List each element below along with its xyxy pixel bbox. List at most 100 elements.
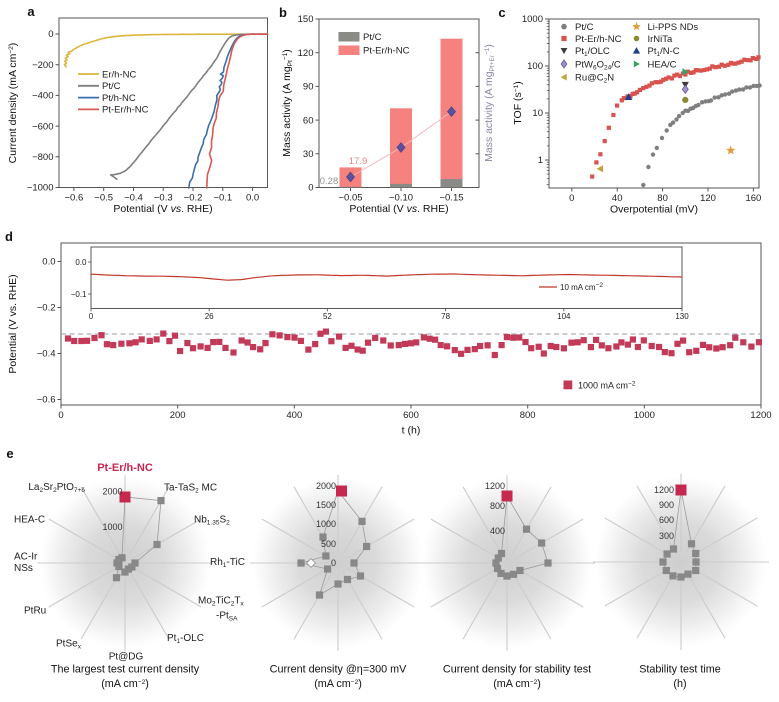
svg-text:t (h): t (h)	[402, 425, 421, 437]
svg-text:1200: 1200	[750, 410, 771, 421]
svg-text:400: 400	[490, 526, 505, 536]
svg-text:600: 600	[403, 410, 419, 421]
svg-text:60: 60	[303, 115, 314, 126]
svg-text:0: 0	[569, 193, 574, 204]
svg-text:1: 1	[538, 155, 543, 166]
svg-text:0: 0	[58, 410, 63, 421]
svg-text:26: 26	[205, 312, 214, 321]
svg-text:IrNiTa: IrNiTa	[648, 34, 674, 45]
svg-text:−0.2: −0.2	[37, 303, 56, 314]
svg-text:104: 104	[557, 312, 571, 321]
svg-text:10 mA cm−2: 10 mA cm−2	[560, 282, 603, 292]
svg-text:NSs: NSs	[14, 563, 33, 574]
svg-text:−0.10: −0.10	[389, 193, 413, 204]
svg-text:1000: 1000	[102, 522, 122, 532]
svg-text:Pt/C: Pt/C	[102, 81, 121, 92]
svg-text:Pt-Er/h-NC: Pt-Er/h-NC	[363, 46, 410, 57]
svg-text:−1000: −1000	[27, 183, 54, 194]
svg-text:800: 800	[520, 410, 536, 421]
svg-text:800: 800	[490, 501, 505, 511]
svg-text:(mA cm−2): (mA cm−2)	[101, 678, 149, 690]
svg-text:0.0: 0.0	[246, 193, 259, 204]
svg-text:Mass activity (A mgPt+Er−1): Mass activity (A mgPt+Er−1)	[483, 44, 496, 162]
svg-text:1000: 1000	[634, 410, 655, 421]
svg-text:Pt-Er/h-NC: Pt-Er/h-NC	[97, 462, 153, 474]
svg-text:52: 52	[323, 312, 332, 321]
svg-text:(mA cm−2): (mA cm−2)	[493, 678, 541, 690]
svg-text:Overpotential (mV): Overpotential (mV)	[610, 204, 698, 216]
svg-text:−0.1: −0.1	[71, 290, 87, 299]
svg-text:Potential (V vs. RHE): Potential (V vs. RHE)	[7, 274, 19, 373]
svg-text:c: c	[498, 5, 505, 20]
svg-text:90: 90	[303, 82, 314, 93]
svg-text:a: a	[27, 4, 35, 19]
svg-text:−400: −400	[32, 91, 53, 102]
svg-text:Current density for stability: Current density for stability test	[443, 664, 591, 676]
svg-text:Current density @η=300 mV: Current density @η=300 mV	[270, 664, 407, 676]
svg-text:120: 120	[298, 48, 314, 59]
svg-text:−600: −600	[32, 121, 53, 132]
svg-text:500: 500	[321, 539, 336, 549]
svg-text:Mass activity (A mgPt−1): Mass activity (A mgPt−1)	[281, 49, 294, 157]
svg-text:100: 100	[527, 61, 543, 72]
svg-text:80: 80	[657, 193, 668, 204]
svg-text:2000: 2000	[316, 481, 336, 491]
svg-text:Pt@DG: Pt@DG	[109, 652, 144, 663]
svg-text:-PtSA: -PtSA	[216, 611, 238, 623]
svg-text:Current density (mA cm−2): Current density (mA cm−2)	[7, 43, 19, 164]
svg-text:Nb1.35S2: Nb1.35S2	[194, 515, 230, 527]
svg-text:The largest test current densi: The largest test current density	[51, 664, 200, 676]
svg-text:AC-Ir: AC-Ir	[14, 552, 38, 563]
svg-text:1200: 1200	[654, 485, 674, 495]
svg-text:Pt1/OLC: Pt1/OLC	[575, 46, 610, 58]
svg-text:(mA cm−2): (mA cm−2)	[314, 678, 362, 690]
svg-text:2000: 2000	[102, 487, 122, 497]
svg-text:−0.1: −0.1	[213, 193, 232, 204]
svg-text:−0.4: −0.4	[124, 193, 143, 204]
svg-text:d: d	[5, 229, 13, 244]
svg-text:0: 0	[89, 312, 94, 321]
svg-text:Rh1-TiC: Rh1-TiC	[210, 557, 245, 569]
svg-text:−0.05: −0.05	[338, 193, 362, 204]
svg-text:150: 150	[298, 14, 314, 25]
svg-text:Pt1/N-C: Pt1/N-C	[648, 46, 680, 58]
svg-text:−0.5: −0.5	[94, 193, 113, 204]
svg-text:300: 300	[659, 531, 674, 541]
svg-text:78: 78	[441, 312, 450, 321]
svg-text:La2Sr2PtO7+δ: La2Sr2PtO7+δ	[28, 482, 85, 494]
svg-text:e: e	[6, 446, 13, 461]
svg-text:PtSex: PtSex	[56, 639, 82, 651]
svg-text:Stability test time: Stability test time	[639, 664, 721, 676]
svg-text:900: 900	[659, 500, 674, 510]
svg-text:160: 160	[745, 193, 761, 204]
svg-text:−0.3: −0.3	[154, 193, 173, 204]
svg-text:Potential (V vs. RHE): Potential (V vs. RHE)	[113, 203, 212, 215]
svg-text:b: b	[279, 5, 287, 20]
svg-text:1500: 1500	[316, 500, 336, 510]
svg-text:0: 0	[331, 558, 336, 568]
svg-text:130: 130	[675, 312, 689, 321]
svg-text:Ru@C2N: Ru@C2N	[575, 73, 614, 85]
svg-text:PtW6O24/C: PtW6O24/C	[575, 59, 621, 71]
svg-text:PtRu: PtRu	[24, 606, 46, 617]
svg-text:400: 400	[286, 410, 302, 421]
svg-text:Ta-TaS2 MC: Ta-TaS2 MC	[164, 483, 217, 495]
svg-text:−0.2: −0.2	[184, 193, 203, 204]
svg-text:HEA/C: HEA/C	[648, 59, 677, 70]
svg-text:120: 120	[700, 193, 716, 204]
svg-text:Pt-Er/h-NC: Pt-Er/h-NC	[575, 34, 622, 45]
svg-text:0: 0	[48, 29, 53, 40]
svg-text:Er/h-NC: Er/h-NC	[102, 69, 136, 80]
svg-text:−200: −200	[32, 60, 53, 71]
svg-text:Pt/C: Pt/C	[575, 22, 594, 33]
svg-text:−0.6: −0.6	[37, 395, 56, 406]
svg-text:−800: −800	[32, 152, 53, 163]
svg-text:40: 40	[612, 193, 623, 204]
svg-text:1200: 1200	[485, 481, 505, 491]
svg-text:Potential (V vs. RHE): Potential (V vs. RHE)	[349, 203, 448, 215]
svg-text:1000: 1000	[522, 14, 543, 25]
svg-text:0.28: 0.28	[320, 176, 339, 187]
svg-text:HEA-C: HEA-C	[14, 515, 45, 526]
svg-text:0.0: 0.0	[42, 257, 55, 268]
svg-text:30: 30	[303, 149, 314, 160]
